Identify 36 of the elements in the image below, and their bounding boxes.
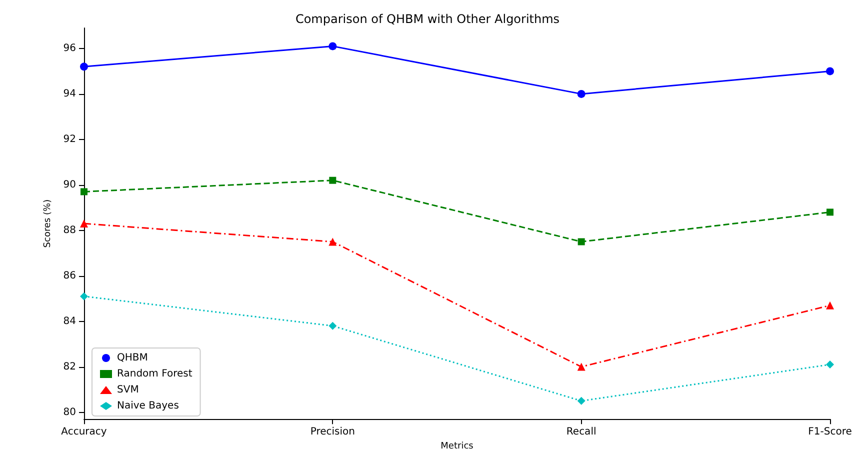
y-tick-label: 94 bbox=[63, 88, 76, 100]
legend-label: Naive Bayes bbox=[117, 400, 179, 412]
point bbox=[826, 67, 834, 76]
y-tick-label: 84 bbox=[63, 316, 76, 327]
point bbox=[328, 42, 337, 50]
y-tick-label: 92 bbox=[63, 134, 76, 145]
point bbox=[80, 188, 88, 196]
legend-label: SVM bbox=[117, 384, 139, 396]
x-axis-title: Metrics bbox=[440, 442, 474, 452]
x-tick-label: Precision bbox=[310, 426, 355, 438]
legend-label: QHBM bbox=[117, 352, 148, 364]
point bbox=[577, 396, 586, 405]
y-tick-label: 86 bbox=[63, 270, 76, 282]
y-tick-label: 82 bbox=[63, 361, 76, 372]
point bbox=[328, 322, 337, 330]
point bbox=[826, 208, 834, 216]
point bbox=[329, 176, 336, 184]
point bbox=[577, 362, 586, 371]
point bbox=[826, 301, 834, 310]
point bbox=[826, 360, 834, 369]
chart-title: Comparison of QHBM with Other Algorithms bbox=[295, 12, 560, 26]
y-tick-label: 96 bbox=[63, 42, 76, 54]
point bbox=[80, 292, 88, 300]
x-tick-label: Recall bbox=[566, 426, 596, 438]
y-tick-label: 90 bbox=[63, 179, 76, 190]
point bbox=[578, 238, 585, 246]
y-axis-title: Scores (%) bbox=[42, 199, 53, 248]
point bbox=[80, 220, 88, 228]
legend-label: Random Forest bbox=[117, 368, 192, 380]
x-tick-label: Accuracy bbox=[61, 426, 107, 438]
point bbox=[328, 238, 337, 246]
y-tick-label: 80 bbox=[63, 406, 76, 418]
point bbox=[80, 62, 88, 71]
point bbox=[577, 90, 586, 98]
y-tick-label: 88 bbox=[63, 224, 76, 236]
x-tick-label: F1-Score bbox=[808, 426, 852, 438]
